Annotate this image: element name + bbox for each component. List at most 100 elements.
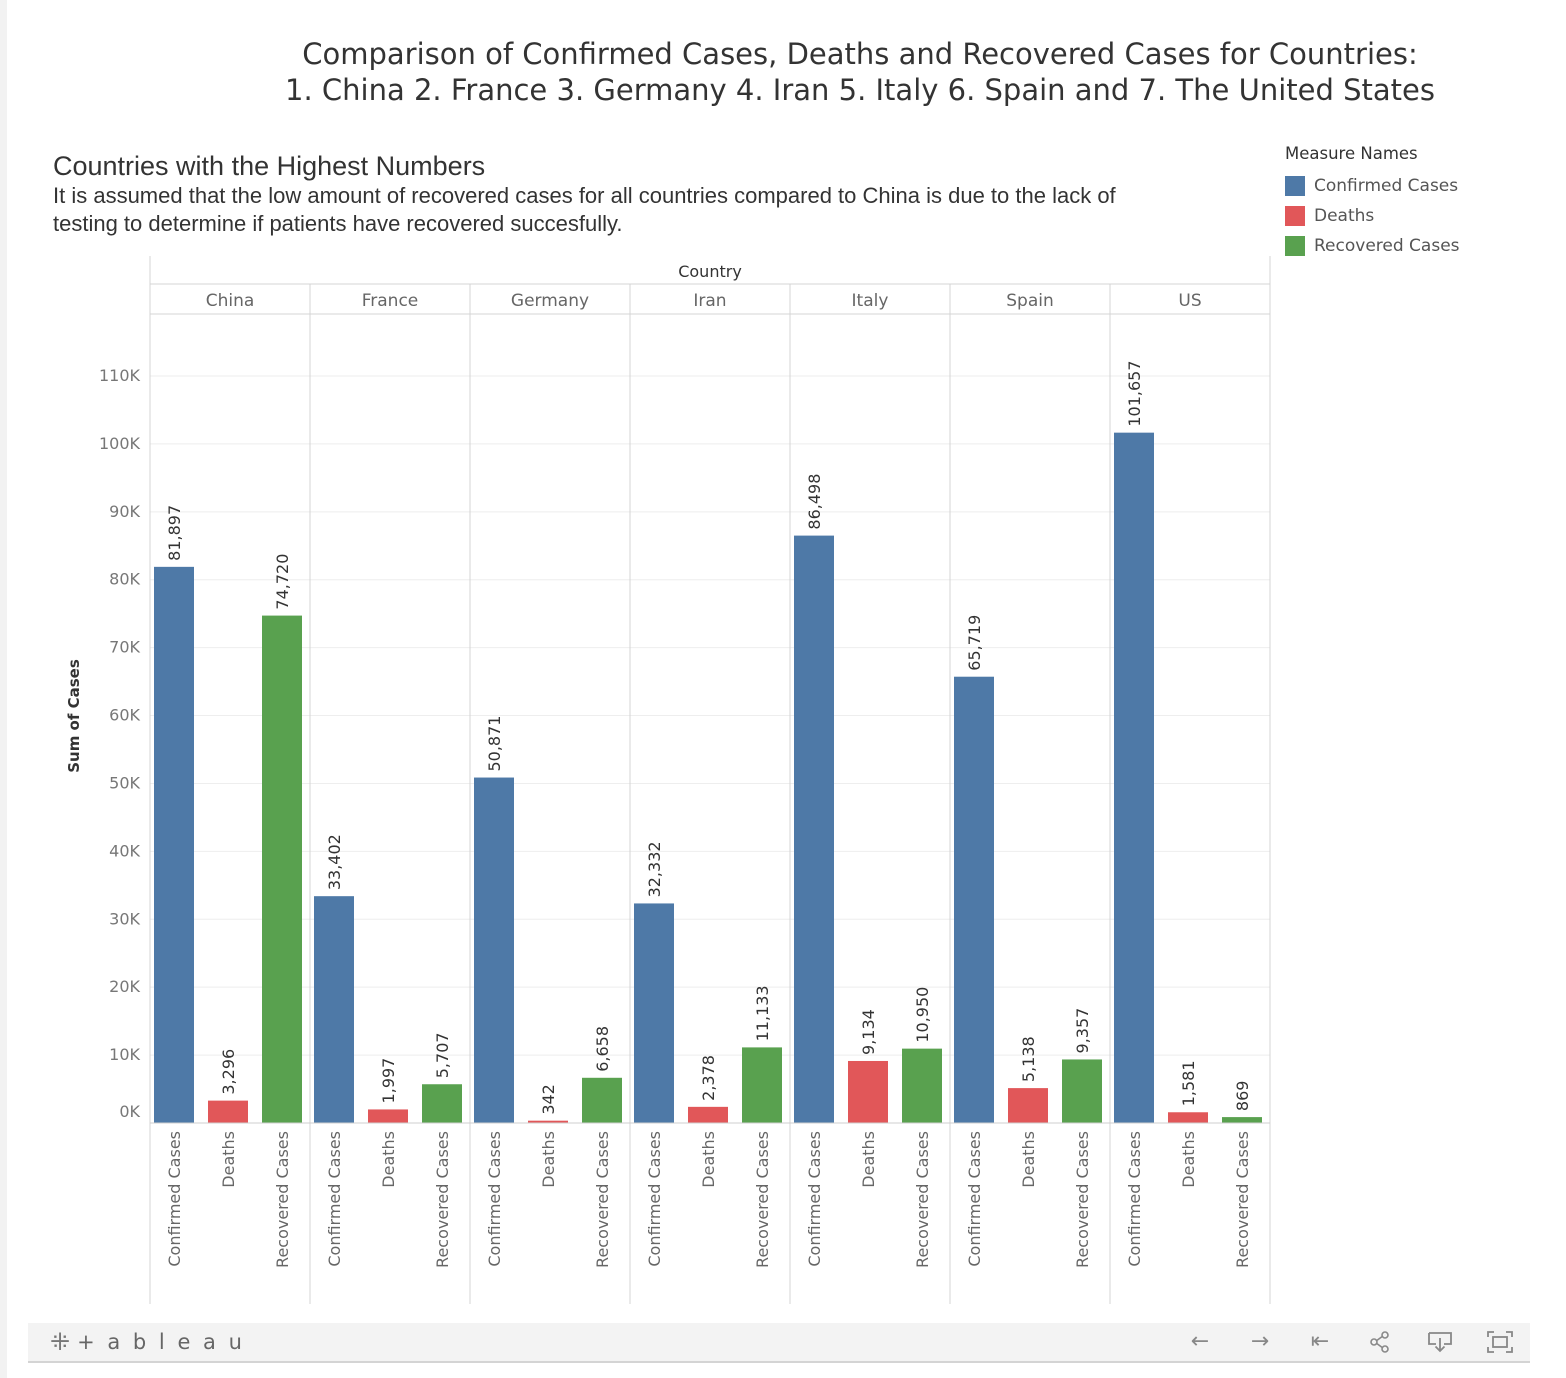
chart-subtitle-block: Countries with the Highest Numbers It is…: [53, 150, 1253, 238]
legend: Measure Names Confirmed Cases Deaths Rec…: [1285, 142, 1525, 261]
data-label: 5,138: [1019, 1036, 1038, 1082]
bar: [1114, 432, 1154, 1123]
bar: [794, 535, 834, 1123]
measure-axis-label: Confirmed Cases: [325, 1131, 344, 1267]
measure-axis-label: Confirmed Cases: [645, 1131, 664, 1267]
bar: [582, 1077, 622, 1123]
data-label: 1,581: [1179, 1060, 1198, 1106]
y-tick-label: 0K: [119, 1102, 140, 1121]
country-header: Germany: [511, 291, 589, 311]
left-edge-strip: [0, 0, 7, 1378]
y-tick-label: 10K: [109, 1045, 140, 1064]
data-label: 9,357: [1073, 1008, 1092, 1054]
bar: [954, 676, 994, 1123]
measure-axis-label: Recovered Cases: [273, 1131, 292, 1268]
legend-title: Measure Names: [1285, 144, 1418, 163]
measure-axis-label: Recovered Cases: [753, 1131, 772, 1268]
data-label: 6,658: [593, 1026, 612, 1072]
bar: [1062, 1059, 1102, 1123]
bar: [368, 1109, 408, 1123]
data-label: 50,871: [485, 716, 504, 772]
bar: [1008, 1088, 1048, 1123]
data-label: 86,498: [805, 474, 824, 530]
data-label: 65,719: [965, 615, 984, 671]
measure-axis-label: Deaths: [539, 1131, 558, 1188]
data-label: 10,950: [913, 987, 932, 1043]
bar: [1222, 1117, 1262, 1123]
measure-axis-label: Deaths: [1019, 1131, 1038, 1188]
tableau-logo-text: + a b l e a u: [77, 1330, 245, 1354]
measure-axis-label: Deaths: [219, 1131, 238, 1188]
measure-axis-label: Recovered Cases: [593, 1131, 612, 1268]
tableau-logo-icon: ⁜: [50, 1328, 74, 1356]
measure-axis-label: Confirmed Cases: [485, 1131, 504, 1267]
data-label: 33,402: [325, 834, 344, 890]
y-tick-label: 110K: [99, 366, 141, 385]
data-label: 342: [539, 1084, 558, 1115]
data-label: 81,897: [165, 505, 184, 561]
data-label: 11,133: [753, 985, 772, 1041]
measure-axis-label: Recovered Cases: [913, 1131, 932, 1268]
chart-note-line-1: It is assumed that the low amount of rec…: [53, 183, 1116, 208]
download-icon[interactable]: [1425, 1329, 1455, 1355]
bar: [208, 1100, 248, 1123]
measure-axis-label: Deaths: [379, 1131, 398, 1188]
bar: [742, 1047, 782, 1123]
tableau-toolbar: ⁜ + a b l e a u ← → ⇤: [28, 1323, 1530, 1363]
legend-swatch-deaths: [1285, 206, 1305, 226]
dashboard-title: Comparison of Confirmed Cases, Deaths an…: [160, 36, 1560, 108]
data-label: 9,134: [859, 1009, 878, 1055]
y-tick-label: 80K: [109, 570, 140, 589]
data-label: 101,657: [1125, 360, 1144, 426]
bar: [848, 1060, 888, 1123]
country-header: Iran: [693, 291, 726, 311]
chart-note-line-2: testing to determine if patients have re…: [53, 211, 623, 236]
measure-axis-label: Deaths: [699, 1131, 718, 1188]
y-tick-label: 20K: [109, 977, 140, 996]
legend-label-deaths: Deaths: [1314, 206, 1375, 226]
y-tick-label: 40K: [109, 841, 140, 860]
bar: [902, 1048, 942, 1123]
chart-subtitle: Countries with the Highest Numbers: [53, 151, 486, 181]
measure-axis-label: Deaths: [859, 1131, 878, 1188]
measure-axis-label: Recovered Cases: [1073, 1131, 1092, 1268]
data-label: 869: [1233, 1081, 1252, 1112]
legend-label-recovered: Recovered Cases: [1314, 236, 1460, 256]
legend-swatch-recovered: [1285, 236, 1305, 256]
column-header: Country: [678, 262, 742, 281]
data-label: 5,707: [433, 1032, 452, 1078]
bar: [474, 777, 514, 1123]
share-icon[interactable]: [1365, 1329, 1395, 1355]
data-label: 32,332: [645, 841, 664, 897]
measure-axis-label: Confirmed Cases: [805, 1131, 824, 1267]
title-line-1: Comparison of Confirmed Cases, Deaths an…: [302, 37, 1418, 71]
y-axis-title: Sum of Cases: [65, 659, 83, 773]
data-label: 3,296: [219, 1049, 238, 1095]
fullscreen-icon[interactable]: [1485, 1329, 1515, 1355]
measure-axis-label: Confirmed Cases: [965, 1131, 984, 1267]
data-label: 2,378: [699, 1055, 718, 1101]
title-line-2: 1. China 2. France 3. Germany 4. Iran 5.…: [285, 73, 1435, 107]
country-header: US: [1178, 291, 1201, 311]
undo-icon[interactable]: ←: [1190, 1329, 1210, 1354]
legend-label-confirmed: Confirmed Cases: [1314, 176, 1459, 196]
legend-item-confirmed[interactable]: Confirmed Cases: [1285, 171, 1525, 201]
legend-item-deaths[interactable]: Deaths: [1285, 201, 1525, 231]
legend-item-recovered[interactable]: Recovered Cases: [1285, 231, 1525, 261]
country-header: Spain: [1006, 291, 1054, 311]
y-tick-label: 60K: [109, 706, 140, 725]
data-label: 74,720: [273, 554, 292, 610]
y-tick-label: 90K: [109, 502, 140, 521]
y-tick-label: 70K: [109, 638, 140, 657]
y-tick-label: 100K: [99, 434, 141, 453]
bar: [688, 1106, 728, 1123]
revert-icon[interactable]: ⇤: [1310, 1329, 1330, 1354]
country-header: France: [362, 291, 419, 311]
country-header: China: [206, 291, 255, 311]
measure-axis-label: Recovered Cases: [433, 1131, 452, 1268]
legend-swatch-confirmed: [1285, 176, 1305, 196]
bar: [262, 615, 302, 1123]
measure-axis-label: Recovered Cases: [1233, 1131, 1252, 1268]
tableau-logo[interactable]: ⁜ + a b l e a u: [50, 1328, 245, 1356]
redo-icon[interactable]: →: [1250, 1329, 1270, 1354]
